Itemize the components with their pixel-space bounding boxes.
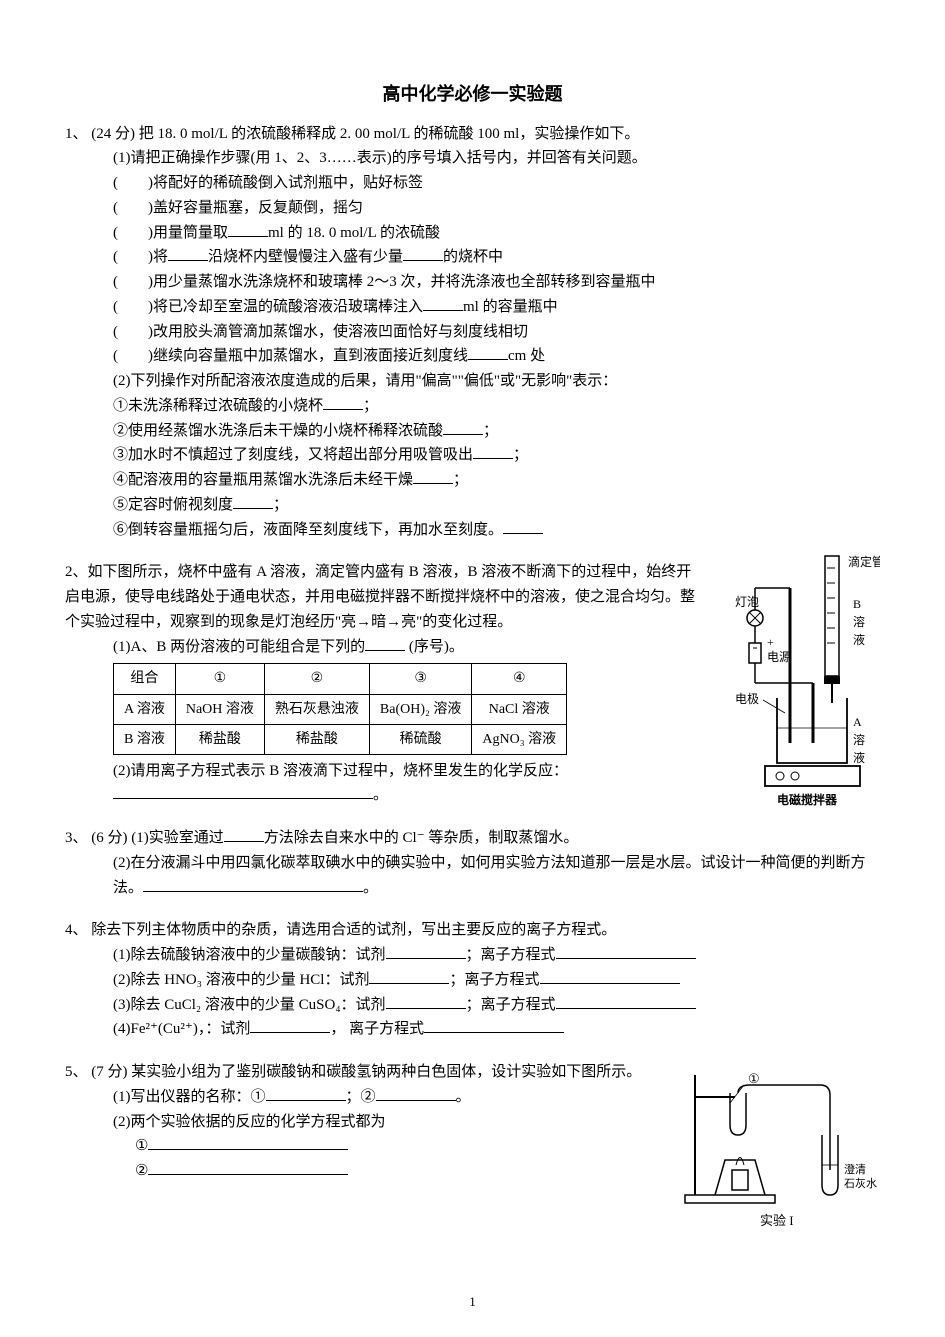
q4-num: 4、 [65, 922, 88, 938]
q3-p1b: 方法除去自来水中的 Cl⁻ 等杂质，制取蒸馏水。 [264, 830, 579, 846]
svg-text:+: + [767, 635, 774, 649]
q2-p1: (1)A、B 两份溶液的可能组合是下列的 (序号)。 [65, 635, 695, 660]
q2-p2: (2)请用离子方程式表示 B 溶液滴下过程中，烧杯里发生的化学反应： [65, 759, 695, 784]
q2-num: 2、 [65, 564, 88, 580]
question-4: 4、 除去下列主体物质中的杂质，请选用合适的试剂，写出主要反应的离子方程式。 (… [65, 918, 880, 1042]
q1-step-6: ( )将已冷却至室温的硫酸溶液沿玻璃棒注入ml 的容量瓶中 [65, 295, 880, 320]
q4-item-1: (1)除去硫酸钠溶液中的少量碳酸钠：试剂；离子方程式 [65, 943, 880, 968]
q3-num: 3、 [65, 830, 88, 846]
q4-item-2: (2)除去 HNO₃ 溶液中的少量 HCl：试剂；离子方程式 [65, 968, 880, 993]
svg-text:①: ① [748, 1071, 760, 1086]
q5-p2-2: ② [65, 1159, 685, 1184]
q1-p2-4: ④配溶液用的容量瓶用蒸馏水洗涤后未经干燥； [65, 468, 880, 493]
q1-text: 把 18. 0 mol/L 的浓硫酸稀释成 2. 00 mol/L 的稀硫酸 1… [139, 126, 640, 142]
q1-step-1: ( )将配好的稀硫酸倒入试剂瓶中，贴好标签 [65, 171, 880, 196]
svg-text:B: B [853, 597, 861, 611]
q1-p2-lead: (2)下列操作对所配溶液浓度造成的后果，请用"偏高""偏低"或"无影响"表示： [65, 369, 880, 394]
q4-stem: 除去下列主体物质中的杂质，请选用合适的试剂，写出主要反应的离子方程式。 [91, 922, 616, 938]
q1-step-5: ( )用少量蒸馏水洗涤烧杯和玻璃棒 2～3 次，并将洗涤液也全部转移到容量瓶中 [65, 270, 880, 295]
svg-text:溶: 溶 [853, 614, 865, 629]
svg-text:实验 I: 实验 I [760, 1213, 794, 1228]
q2-table: 组合 ① ② ③ ④ A 溶液 NaOH 溶液 熟石灰悬浊液 Ba(OH)₂ 溶… [113, 663, 567, 754]
q1-step-4: ( )将沿烧杯内壁慢慢注入盛有少量的烧杯中 [65, 245, 880, 270]
q1-p2-3: ③加水时不慎超过了刻度线，又将超出部分用吸管吸出； [65, 443, 880, 468]
q1-step-3: ( )用量筒量取ml 的 18. 0 mol/L 的浓硫酸 [65, 221, 880, 246]
fig2-label-burette: 滴定管 [848, 554, 880, 569]
q3-p1a: (1)实验室通过 [131, 830, 224, 846]
q1-p2-6: ⑥倒转容量瓶摇匀后，液面降至刻度线下，再加水至刻度。 [65, 518, 880, 543]
question-1: 1、 (24 分) 把 18. 0 mol/L 的浓硫酸稀释成 2. 00 mo… [65, 122, 880, 543]
q1-p1-lead: (1)请把正确操作步骤(用 1、2、3……表示)的序号填入括号内，并回答有关问题… [65, 146, 880, 171]
q2-figure: 滴定管 B 溶 液 灯泡 + 电源 电极 A 溶 液 [735, 548, 880, 822]
q5-num: 5、 [65, 1064, 88, 1080]
fig2-label-power: 电源 [767, 650, 791, 664]
q1-points: (24 分) [91, 126, 135, 142]
q1-step-8: ( )继续向容量瓶中加蒸馏水，直到液面接近刻度线cm 处 [65, 344, 880, 369]
fig2-label-electrode: 电极 [735, 692, 759, 706]
q5-stem: 某实验小组为了鉴别碳酸钠和碳酸氢钠两种白色固体，设计实验如下图所示。 [131, 1064, 641, 1080]
q5-p1: (1)写出仪器的名称：①；②。 [65, 1085, 685, 1110]
svg-text:溶: 溶 [853, 732, 865, 747]
q1-p2-2: ②使用经蒸馏水洗涤后未干燥的小烧杯稀释浓硫酸； [65, 419, 880, 444]
svg-text:液: 液 [853, 632, 865, 647]
page-number: 1 [0, 1291, 945, 1312]
page-title: 高中化学必修一实验题 [65, 80, 880, 110]
q1-p2-5: ⑤定容时俯视刻度； [65, 493, 880, 518]
q2-stem: 如下图所示，烧杯中盛有 A 溶液，滴定管内盛有 B 溶液，B 溶液不断滴下的过程… [65, 564, 695, 630]
q5-p2: (2)两个实验依据的反应的化学方程式都为 [65, 1110, 685, 1135]
svg-text:澄清: 澄清 [844, 1162, 866, 1176]
svg-text:液: 液 [853, 750, 865, 765]
q4-item-3: (3)除去 CuCl₂ 溶液中的少量 CuSO₄：试剂；离子方程式 [65, 993, 880, 1018]
q4-item-4: (4)Fe²⁺(Cu²⁺)，：试剂， 离子方程式 [65, 1017, 880, 1042]
q5-p2-1: ① [65, 1134, 685, 1159]
q1-step-2: ( )盖好容量瓶塞，反复颠倒，摇匀 [65, 196, 880, 221]
q1-stem: 1、 (24 分) 把 18. 0 mol/L 的浓硫酸稀释成 2. 00 mo… [65, 122, 880, 147]
q3-points: (6 分) [91, 830, 127, 846]
q1-step-7: ( )改用胶头滴管滴加蒸馏水，使溶液凹面恰好与刻度线相切 [65, 320, 880, 345]
q1-p2-1: ①未洗涤稀释过浓硫酸的小烧杯； [65, 394, 880, 419]
svg-text:石灰水: 石灰水 [844, 1176, 877, 1190]
question-3: 3、 (6 分) (1)实验室通过 方法除去自来水中的 Cl⁻ 等杂质，制取蒸馏水… [65, 826, 880, 900]
q1-num: 1、 [65, 126, 88, 142]
q3-p2: (2)在分液漏斗中用四氯化碳萃取碘水中的碘实验中，如何用实验方法知道那一层是水层… [65, 851, 880, 901]
svg-text:A: A [853, 715, 862, 729]
q5-figure: ① 澄清 石灰水 实验 I [680, 1065, 880, 1244]
question-5: 5、 (7 分) 某实验小组为了鉴别碳酸钠和碳酸氢钠两种白色固体，设计实验如下图… [65, 1060, 685, 1184]
q5-points: (7 分) [91, 1064, 127, 1080]
fig2-label-stirrer: 电磁搅拌器 [777, 792, 838, 807]
